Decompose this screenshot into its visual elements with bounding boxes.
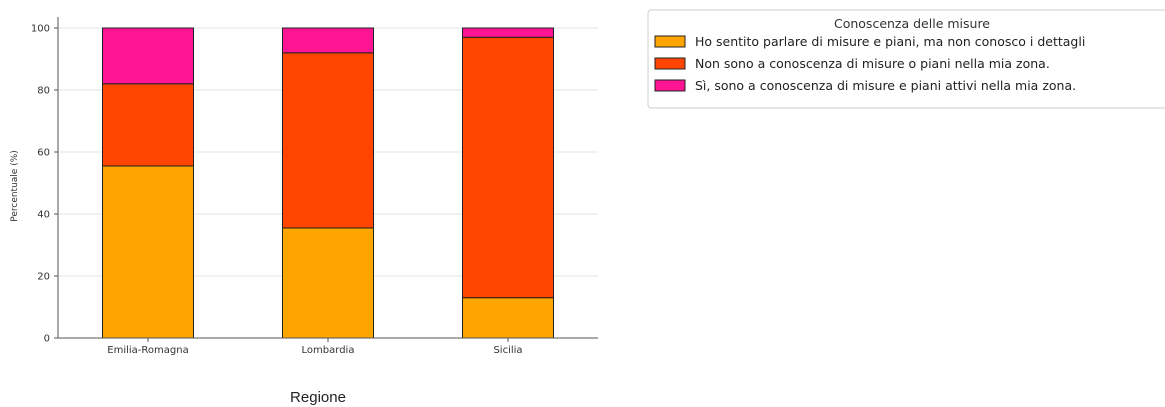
bar-segment-lombardia-series-1 [282, 227, 374, 339]
y-tick-label: 60 [37, 148, 50, 159]
bar-segment-sicilia-series-1 [462, 297, 554, 339]
legend-entry-label: Non sono a conoscenza di misure o piani … [695, 56, 1050, 71]
x-axis-label: Regione [290, 389, 346, 406]
bar-segment-emilia-romagna-series-1 [102, 165, 194, 339]
x-tick-label: Sicilia [493, 345, 522, 356]
y-tick-label: 80 [37, 86, 50, 97]
bar-segment-emilia-romagna-series-3 [102, 27, 194, 85]
bar-segment-emilia-romagna-series-2 [102, 83, 194, 167]
legend-swatch [654, 79, 686, 92]
legend-entry-label: Ho sentito parlare di misure e piani, ma… [695, 34, 1085, 49]
bar-segment-lombardia-series-3 [282, 27, 374, 54]
x-tick-label: Lombardia [302, 345, 355, 356]
bar-segment-sicilia-series-3 [462, 27, 554, 38]
bar-segment-lombardia-series-2 [282, 52, 374, 229]
y-ticks: 0 20 40 60 80 100 [31, 24, 58, 345]
bars [102, 27, 554, 339]
x-ticks: Emilia-Romagna Lombardia Sicilia [107, 338, 523, 356]
x-tick-label: Emilia-Romagna [107, 345, 188, 356]
y-tick-label: 20 [37, 272, 50, 283]
legend-items: Ho sentito parlare di misure e piani, ma… [654, 34, 1085, 93]
bar-segment-sicilia-series-2 [462, 36, 554, 299]
y-tick-label: 0 [44, 334, 50, 345]
y-tick-label: 100 [31, 24, 50, 35]
legend-swatch [654, 57, 686, 70]
legend-frame [647, 9, 1165, 109]
legend-swatch [654, 35, 686, 48]
legend: Conoscenza delle misure Ho sentito parla… [647, 9, 1165, 109]
legend-entry-label: Sì, sono a conoscenza di misure e piani … [695, 78, 1076, 93]
legend-title: Conoscenza delle misure [834, 16, 990, 31]
y-axis-label: Percentuale (%) [10, 150, 20, 222]
y-tick-label: 40 [37, 210, 50, 221]
